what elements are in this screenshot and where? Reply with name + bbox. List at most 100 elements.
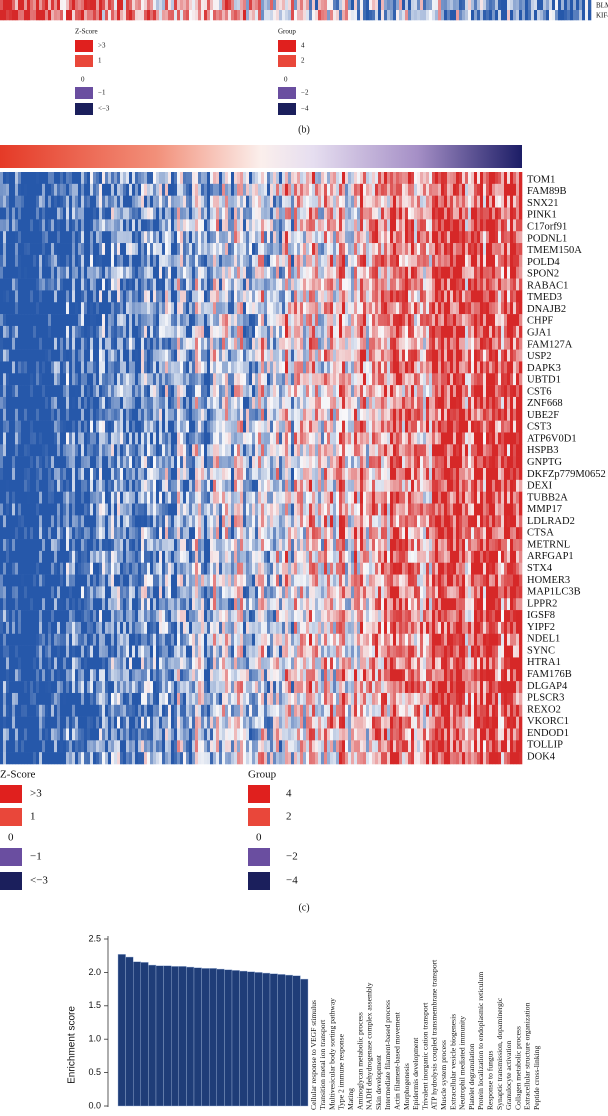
heatmap-cell [54, 172, 58, 185]
heatmap-cell [93, 740, 97, 753]
heatmap-cell [246, 692, 250, 706]
heatmap-cell [9, 254, 13, 268]
heatmap-cell [75, 740, 79, 753]
heatmap-cell [117, 243, 121, 256]
heatmap-cell [168, 621, 172, 635]
heatmap-cell [171, 373, 175, 386]
heatmap-cell [117, 219, 121, 232]
heatmap-cell [9, 172, 13, 185]
heatmap-cell [213, 231, 217, 244]
heatmap-cell [174, 574, 178, 587]
heatmap-cell [204, 183, 208, 196]
heatmap-cell [42, 314, 46, 327]
heatmap-cell [72, 621, 76, 635]
heatmap-cell [207, 373, 211, 386]
heatmap-cell [0, 633, 4, 646]
heatmap-cell [135, 491, 139, 504]
heatmap-cell [18, 456, 22, 469]
heatmap-cell [9, 586, 13, 599]
heatmap-cell [150, 550, 154, 564]
heatmap-cell [105, 728, 109, 741]
heatmap-cell [30, 527, 34, 540]
heatmap-cell [9, 598, 13, 611]
heatmap-cell [102, 266, 106, 279]
heatmap-cell [273, 10, 277, 21]
heatmap-cell [6, 491, 10, 504]
heatmap-cell [60, 373, 64, 386]
heatmap-cell [78, 515, 82, 528]
heatmap-cell [207, 302, 211, 315]
heatmap-cell [108, 396, 112, 410]
heatmap-cell [60, 681, 64, 694]
heatmap-cell [210, 574, 214, 587]
heatmap-cell [177, 243, 181, 256]
heatmap-cell [60, 0, 64, 11]
heatmap-cell [228, 657, 232, 670]
heatmap-cell [141, 266, 145, 279]
heatmap-cell [81, 645, 85, 658]
heatmap-cell [66, 716, 70, 729]
heatmap-cell [237, 183, 241, 196]
heatmap-cell [222, 562, 226, 575]
heatmap-cell [168, 396, 172, 410]
heatmap-cell [216, 491, 220, 504]
heatmap-cell [195, 562, 199, 575]
heatmap-cell [0, 0, 4, 11]
heatmap-cell [129, 610, 133, 623]
heatmap-cell [129, 420, 133, 433]
heatmap-cell [135, 183, 139, 196]
heatmap-cell [0, 172, 4, 185]
heatmap-cell [123, 468, 127, 481]
heatmap-cell [222, 314, 226, 327]
heatmap-cell [153, 207, 157, 220]
heatmap-cell [78, 503, 82, 516]
heatmap-cell [3, 420, 7, 433]
heatmap-cell [243, 10, 247, 21]
heatmap-cell [132, 290, 136, 303]
heatmap-cell [0, 302, 4, 315]
heatmap-cell [99, 574, 103, 587]
heatmap-cell [171, 657, 175, 670]
heatmap-cell [537, 0, 541, 11]
heatmap-cell [258, 420, 262, 433]
heatmap-cell [243, 456, 247, 469]
heatmap-cell [189, 704, 193, 717]
heatmap-cell [213, 491, 217, 504]
heatmap-cell [90, 183, 94, 196]
heatmap-cell [252, 290, 256, 303]
heatmap-cell [39, 681, 43, 694]
heatmap-cell [111, 645, 115, 658]
heatmap-cell [57, 633, 61, 646]
heatmap-cell [51, 361, 55, 374]
heatmap-cell [219, 325, 223, 339]
heatmap-cell [69, 408, 73, 421]
heatmap-cell [270, 254, 274, 268]
heatmap-cell [273, 633, 277, 646]
heatmap-cell [345, 0, 349, 11]
heatmap-cell [51, 207, 55, 220]
heatmap-cell [570, 10, 574, 21]
heatmap-cell [45, 527, 49, 540]
heatmap-cell [90, 740, 94, 753]
heatmap-cell [105, 349, 109, 362]
heatmap-cell [273, 527, 277, 540]
heatmap-cell [231, 444, 235, 457]
heatmap-cell [264, 408, 268, 421]
heatmap-cell [201, 10, 205, 21]
heatmap-cell [252, 468, 256, 481]
heatmap-cell [168, 562, 172, 575]
heatmap-cell [78, 361, 82, 374]
heatmap-cell [132, 207, 136, 220]
heatmap-cell [156, 325, 160, 339]
heatmap-cell [258, 539, 262, 552]
heatmap-cell [213, 314, 217, 327]
heatmap-cell [105, 0, 109, 11]
heatmap-cell [219, 420, 223, 433]
heatmap-cell [429, 10, 433, 21]
heatmap-cell [219, 716, 223, 729]
heatmap-cell [60, 479, 64, 492]
heatmap-cell [201, 728, 205, 741]
heatmap-cell [57, 444, 61, 457]
heatmap-cell [228, 266, 232, 279]
heatmap-cell [216, 716, 220, 729]
